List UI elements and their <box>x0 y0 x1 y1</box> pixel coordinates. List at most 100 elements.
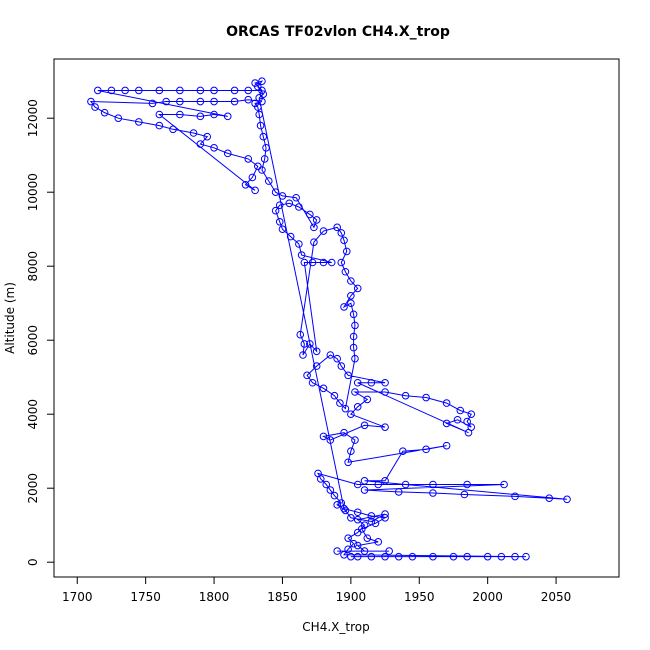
data-point <box>353 378 362 387</box>
data-point <box>230 97 239 106</box>
data-point <box>360 477 369 485</box>
data-point <box>303 371 311 380</box>
data-point <box>336 399 344 407</box>
data-point <box>251 99 259 108</box>
data-point <box>351 388 359 396</box>
data-point <box>341 404 350 413</box>
data-point <box>258 77 266 85</box>
data-point <box>367 517 376 526</box>
x-tick-label: 1950 <box>404 590 435 604</box>
data-point <box>223 149 232 158</box>
data-point <box>326 486 335 494</box>
data-point <box>196 86 205 95</box>
data-point <box>300 258 309 267</box>
data-point <box>360 421 369 430</box>
data-point <box>330 391 339 400</box>
data-point <box>244 95 253 104</box>
x-tick-label: 1900 <box>336 590 367 604</box>
data-point <box>394 488 403 496</box>
data-point <box>353 480 362 489</box>
data-point <box>210 110 218 119</box>
data-point <box>340 236 348 245</box>
y-tick-label: 4000 <box>26 399 40 430</box>
data-point <box>545 494 554 502</box>
y-tick-label: 0 <box>26 558 40 566</box>
data-point <box>319 258 328 267</box>
data-point <box>363 534 372 542</box>
data-point <box>347 447 355 456</box>
data-point <box>330 491 339 500</box>
data-point <box>93 86 102 95</box>
data-point <box>121 86 129 95</box>
data-point <box>367 378 376 387</box>
data-point <box>244 86 253 95</box>
data-point <box>295 203 303 211</box>
data-point <box>333 547 341 555</box>
data-point <box>511 552 519 561</box>
data-point <box>319 432 328 441</box>
data-point <box>310 238 318 246</box>
data-point <box>483 552 492 561</box>
data-point <box>299 351 307 359</box>
data-point <box>351 436 359 444</box>
data-point <box>374 538 383 546</box>
x-tick-label: 2050 <box>541 590 572 604</box>
data-point <box>255 94 264 102</box>
x-axis-label: CH4.X_trop <box>302 620 369 634</box>
data-point <box>326 436 335 444</box>
data-point <box>135 86 143 95</box>
data-point <box>300 340 309 348</box>
data-point <box>347 410 355 419</box>
data-point <box>176 97 184 106</box>
data-point <box>464 428 473 437</box>
data-point <box>296 330 305 339</box>
data-point <box>522 552 530 561</box>
data-point <box>353 403 362 411</box>
data-point <box>367 552 376 561</box>
data-point <box>244 155 253 163</box>
data-point <box>241 181 250 189</box>
data-point <box>210 86 218 95</box>
data-point <box>358 525 366 533</box>
data-point <box>399 447 407 456</box>
x-axis: 1700 1750 1800 1850 1900 1950 2000 2050 <box>62 577 571 604</box>
data-point <box>264 177 273 185</box>
data-point <box>148 99 157 108</box>
data-point <box>135 118 143 126</box>
data-point <box>363 395 372 404</box>
data-point <box>351 321 359 330</box>
data-point <box>563 495 571 504</box>
data-point <box>349 310 358 319</box>
data-point <box>381 378 389 387</box>
data-point <box>497 552 506 561</box>
data-point <box>196 140 205 148</box>
data-point <box>511 492 519 501</box>
data-point <box>223 112 232 121</box>
data-point <box>381 388 389 396</box>
data-point <box>310 223 318 232</box>
data-point <box>394 552 403 561</box>
data-point <box>456 406 465 415</box>
data-point <box>463 417 471 426</box>
data-point <box>340 428 348 437</box>
data-point <box>326 351 335 359</box>
data-point <box>255 110 264 119</box>
data-point <box>381 423 389 431</box>
data-point <box>260 155 269 163</box>
data-point <box>292 193 300 202</box>
data-point <box>347 292 355 300</box>
data-point <box>319 227 328 235</box>
data-point <box>203 132 212 141</box>
data-point <box>176 86 184 95</box>
data-point <box>340 303 348 311</box>
data-point <box>248 173 257 182</box>
data-point <box>297 251 306 259</box>
data-point <box>155 86 164 95</box>
data-point <box>381 510 389 518</box>
data-point <box>333 354 341 363</box>
data-point <box>353 552 362 561</box>
data-point <box>371 519 380 528</box>
data-point <box>322 480 331 489</box>
data-point <box>344 545 352 554</box>
data-point <box>308 378 317 387</box>
